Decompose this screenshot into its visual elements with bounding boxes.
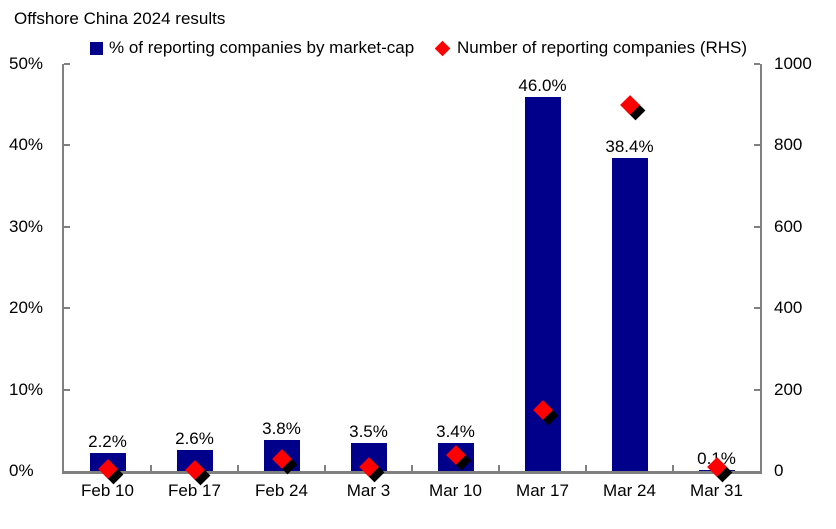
y-axis-left-label: 50%: [9, 54, 44, 73]
x-axis-tick: [411, 465, 413, 471]
y-axis-left-label: 20%: [9, 298, 44, 318]
y-axis-right-tick: [754, 225, 760, 228]
bar: [611, 158, 648, 471]
x-axis-label: Mar 10: [429, 481, 482, 500]
diamond-series-diamond-icon: [434, 40, 451, 56]
x-axis-tick: [324, 465, 326, 471]
x-axis-tick: [150, 465, 152, 471]
bar-value-label: 46.0%: [518, 76, 567, 95]
bar-value-label: 3.5%: [349, 422, 388, 441]
x-axis-label: Mar 31: [690, 481, 743, 500]
y-axis-right-label: 0: [774, 461, 784, 480]
y-axis-right-label: 600: [774, 216, 803, 236]
y-axis-right-tick: [754, 144, 760, 147]
x-axis-line: [62, 471, 762, 474]
bar-value-label: 38.4%: [605, 137, 654, 156]
y-axis-right-tick: [754, 307, 760, 310]
bar-value-label: 2.6%: [175, 429, 214, 448]
y-axis-left-tick: [64, 225, 70, 228]
x-axis-label: Mar 24: [603, 481, 656, 500]
x-axis-tick: [237, 465, 239, 471]
y-axis-right-line: [760, 64, 762, 471]
x-axis-label: Mar 17: [516, 481, 569, 500]
y-axis-right-label: 400: [774, 298, 803, 318]
legend-item-bars: % of reporting companies by market-cap: [90, 38, 414, 58]
legend-item-diamonds: Number of reporting companies (RHS): [434, 38, 747, 58]
bar-value-label: 3.8%: [262, 419, 301, 438]
x-axis-label: Mar 3: [346, 481, 391, 500]
bar-value-label: 3.4%: [436, 422, 475, 441]
y-axis-left-label: 40%: [9, 135, 44, 155]
y-axis-left-label: 0%: [9, 461, 34, 480]
y-axis-left-line: [62, 64, 64, 471]
x-axis-tick: [672, 465, 674, 471]
x-axis-tick: [498, 465, 500, 471]
y-axis-right-tick: [754, 63, 760, 65]
y-axis-right-label: 800: [774, 135, 803, 155]
chart-title: Offshore China 2024 results: [14, 9, 226, 28]
y-axis-right-label: 1000: [774, 54, 812, 73]
x-axis-tick: [585, 465, 587, 471]
y-axis-left-label: 30%: [9, 216, 44, 236]
y-axis-left-tick: [64, 63, 70, 65]
x-axis-label: Feb 24: [255, 481, 308, 500]
y-axis-left-tick: [64, 144, 70, 147]
y-axis-left-label: 10%: [9, 379, 44, 399]
x-axis-label: Feb 17: [168, 481, 221, 500]
legend-label-bars: % of reporting companies by market-cap: [109, 38, 415, 57]
bar-value-label: 2.2%: [88, 432, 127, 451]
y-axis-right-tick: [754, 388, 760, 391]
legend-label-diamonds: Number of reporting companies (RHS): [457, 38, 748, 57]
y-axis-right-label: 200: [774, 379, 803, 399]
x-axis-label: Feb 10: [81, 481, 134, 500]
y-axis-left-tick: [64, 307, 70, 310]
y-axis-left-tick: [64, 388, 70, 391]
bar-series-square-icon: [90, 41, 103, 55]
